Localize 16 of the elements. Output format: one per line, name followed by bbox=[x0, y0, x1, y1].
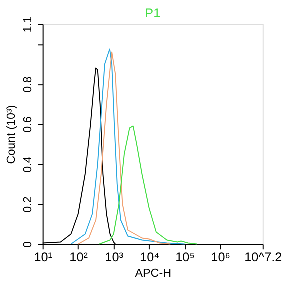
y-tick-label: 0 bbox=[22, 241, 35, 248]
text: P1 bbox=[145, 6, 161, 20]
y-tick-label: 0.2 bbox=[22, 196, 35, 213]
x-tick-label: 10⁵ bbox=[176, 250, 195, 264]
y-axis-title: Count (10³) bbox=[5, 105, 18, 164]
x-tick-label: 10² bbox=[70, 250, 88, 264]
x-tick-label: 10⁴ bbox=[140, 250, 160, 264]
y-tick-label: 0.8 bbox=[22, 76, 35, 93]
x-tick-label: 10¹ bbox=[34, 250, 52, 264]
x-tick-label: 10⁶ bbox=[211, 250, 230, 264]
y-tick-label: 0.4 bbox=[22, 156, 35, 173]
y-tick-label: 1.1 bbox=[22, 16, 35, 33]
x-tick-label: 10³ bbox=[105, 250, 124, 264]
x-axis-title: APC-H bbox=[135, 266, 172, 280]
x-tick-label: 10^7.2 bbox=[244, 250, 282, 264]
y-tick-label: 0.6 bbox=[22, 116, 35, 133]
